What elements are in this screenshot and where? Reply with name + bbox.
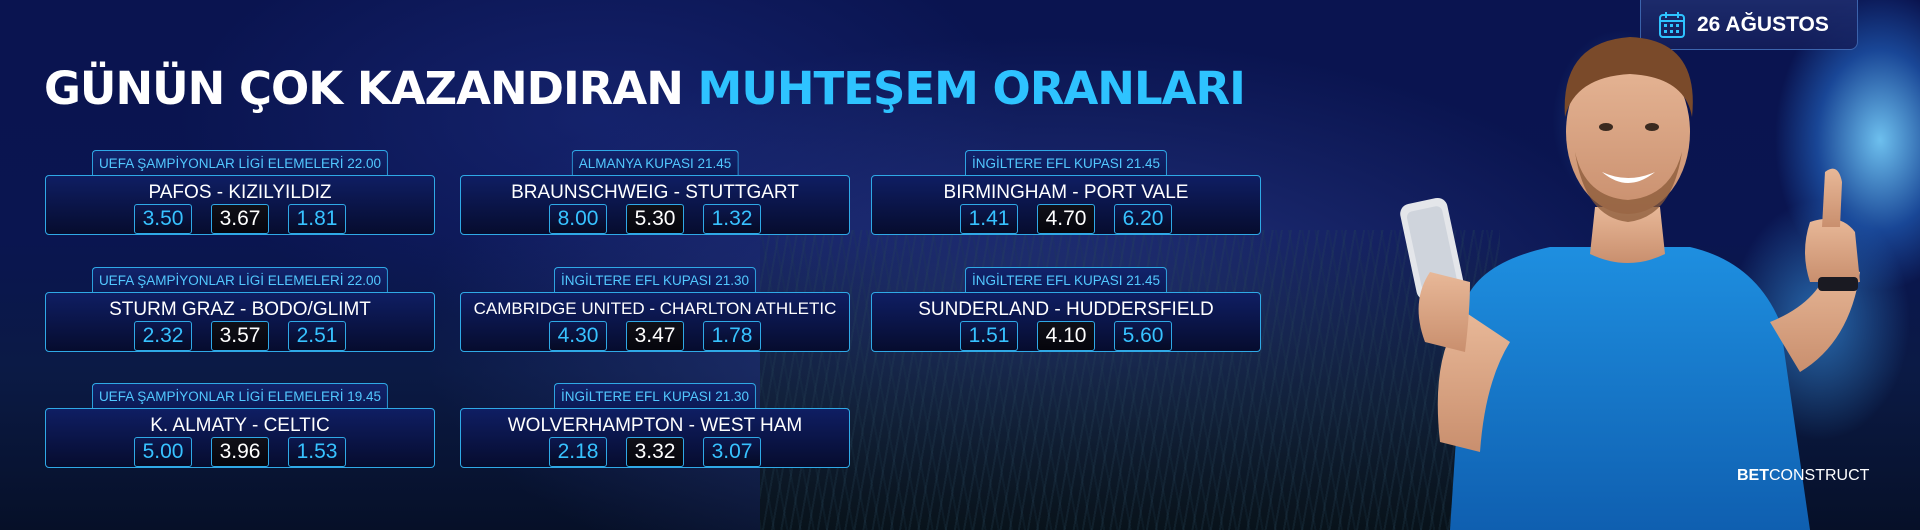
match-category: İNGİLTERE EFL KUPASI 21.30 xyxy=(553,267,757,293)
page-title: GÜNÜN ÇOK KAZANDIRAN MUHTEŞEM ORANLARI xyxy=(44,62,1246,115)
odd-draw[interactable]: 4.70 xyxy=(1037,204,1095,234)
match-teams: SUNDERLAND - HUDDERSFIELD xyxy=(918,299,1214,320)
title-blue-part: MUHTEŞEM ORANLARI xyxy=(697,62,1246,115)
odds-row: 3.50 3.67 1.81 xyxy=(45,204,435,234)
odd-home[interactable]: 1.41 xyxy=(960,204,1018,234)
match-card[interactable]: UEFA ŞAMPİYONLAR LİGİ ELEMELERİ 19.45 K.… xyxy=(45,383,435,468)
odds-row: 8.00 5.30 1.32 xyxy=(460,204,850,234)
odd-away[interactable]: 1.78 xyxy=(703,321,761,351)
odds-row: 2.32 3.57 2.51 xyxy=(45,321,435,351)
odd-home[interactable]: 5.00 xyxy=(134,437,192,467)
odd-away[interactable]: 2.51 xyxy=(288,321,346,351)
date-badge: 26 AĞUSTOS xyxy=(1640,0,1858,50)
odds-row: 4.30 3.47 1.78 xyxy=(460,321,850,351)
odd-home[interactable]: 3.50 xyxy=(134,204,192,234)
match-category: UEFA ŞAMPİYONLAR LİGİ ELEMELERİ 22.00 xyxy=(91,267,389,293)
odd-home[interactable]: 4.30 xyxy=(549,321,607,351)
match-category: İNGİLTERE EFL KUPASI 21.45 xyxy=(964,150,1168,176)
calendar-icon xyxy=(1659,11,1685,38)
match-card[interactable]: İNGİLTERE EFL KUPASI 21.45 SUNDERLAND - … xyxy=(871,267,1261,352)
odd-away[interactable]: 1.53 xyxy=(288,437,346,467)
match-teams: STURM GRAZ - BODO/GLIMT xyxy=(109,299,371,320)
match-category: İNGİLTERE EFL KUPASI 21.45 xyxy=(964,267,1168,293)
odds-row: 5.00 3.96 1.53 xyxy=(45,437,435,467)
odds-row: 2.18 3.32 3.07 xyxy=(460,437,850,467)
odd-home[interactable]: 1.51 xyxy=(960,321,1018,351)
match-card[interactable]: UEFA ŞAMPİYONLAR LİGİ ELEMELERİ 22.00 PA… xyxy=(45,150,435,235)
match-category: İNGİLTERE EFL KUPASI 21.30 xyxy=(553,383,757,409)
odd-draw[interactable]: 3.32 xyxy=(626,437,684,467)
smiling-man-with-phone-illustration xyxy=(1400,37,1860,530)
odd-away[interactable]: 1.32 xyxy=(703,204,761,234)
match-category: UEFA ŞAMPİYONLAR LİGİ ELEMELERİ 19.45 xyxy=(91,383,389,409)
match-category: ALMANYA KUPASI 21.45 xyxy=(571,150,739,176)
odd-draw[interactable]: 3.96 xyxy=(211,437,269,467)
odd-away[interactable]: 3.07 xyxy=(703,437,761,467)
match-card[interactable]: İNGİLTERE EFL KUPASI 21.30 WOLVERHAMPTON… xyxy=(460,383,850,468)
odd-away[interactable]: 5.60 xyxy=(1114,321,1172,351)
match-teams: PAFOS - KIZILYILDIZ xyxy=(148,182,332,203)
odd-draw[interactable]: 3.57 xyxy=(211,321,269,351)
odds-row: 1.41 4.70 6.20 xyxy=(871,204,1261,234)
odd-home[interactable]: 8.00 xyxy=(549,204,607,234)
match-teams: K. ALMATY - CELTIC xyxy=(150,415,330,436)
odd-home[interactable]: 2.18 xyxy=(549,437,607,467)
odd-away[interactable]: 1.81 xyxy=(288,204,346,234)
odd-home[interactable]: 2.32 xyxy=(134,321,192,351)
odd-draw[interactable]: 4.10 xyxy=(1037,321,1095,351)
odd-draw[interactable]: 3.67 xyxy=(211,204,269,234)
match-card[interactable]: İNGİLTERE EFL KUPASI 21.30 CAMBRIDGE UNI… xyxy=(460,267,850,352)
odd-draw[interactable]: 3.47 xyxy=(626,321,684,351)
date-text: 26 AĞUSTOS xyxy=(1697,12,1829,36)
odd-away[interactable]: 6.20 xyxy=(1114,204,1172,234)
brand-logo-bold: BET xyxy=(1737,467,1769,484)
match-teams: CAMBRIDGE UNITED - CHARLTON ATHLETIC xyxy=(473,299,837,318)
title-white-part: GÜNÜN ÇOK KAZANDIRAN xyxy=(44,62,684,115)
match-category: UEFA ŞAMPİYONLAR LİGİ ELEMELERİ 22.00 xyxy=(91,150,389,176)
match-teams: BRAUNSCHWEIG - STUTTGART xyxy=(511,182,799,203)
odd-draw[interactable]: 5.30 xyxy=(626,204,684,234)
brand-logo-light: CONSTRUCT xyxy=(1769,467,1870,484)
odds-row: 1.51 4.10 5.60 xyxy=(871,321,1261,351)
match-card[interactable]: UEFA ŞAMPİYONLAR LİGİ ELEMELERİ 22.00 ST… xyxy=(45,267,435,352)
brand-logo: BETCONSTRUCT xyxy=(1737,467,1869,485)
match-teams: BIRMINGHAM - PORT VALE xyxy=(943,182,1189,203)
match-card[interactable]: İNGİLTERE EFL KUPASI 21.45 BIRMINGHAM - … xyxy=(871,150,1261,235)
match-teams: WOLVERHAMPTON - WEST HAM xyxy=(507,415,803,436)
match-card[interactable]: ALMANYA KUPASI 21.45 BRAUNSCHWEIG - STUT… xyxy=(460,150,850,235)
